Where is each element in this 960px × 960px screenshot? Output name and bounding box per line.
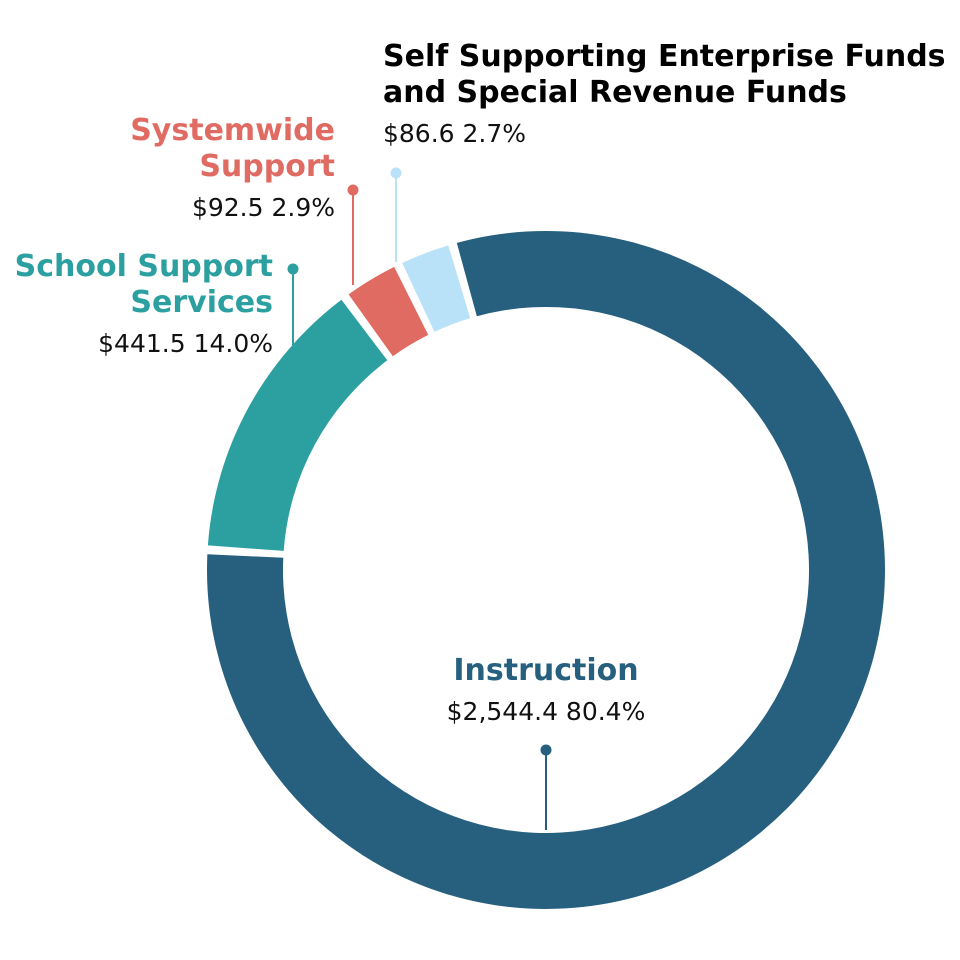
slice-label-1-line-0: School Support (15, 249, 273, 284)
slice-value-0: $2,544.4 80.4% (447, 697, 646, 726)
slice-label-3-line-0: Self Supporting Enterprise Funds (383, 39, 946, 74)
leader-dot-1 (287, 263, 299, 275)
leader-dot-3 (390, 167, 402, 179)
slice-label-2-line-0: Systemwide (130, 113, 335, 148)
slice-labels: Instruction$2,544.4 80.4%School SupportS… (15, 39, 946, 726)
leader-lines (287, 167, 552, 830)
donut-slices (206, 231, 886, 909)
leader-dot-2 (347, 184, 359, 196)
slice-label-3-line-1: and Special Revenue Funds (383, 75, 847, 110)
slice-label-1-line-1: Services (130, 285, 273, 320)
donut-slice-1 (207, 299, 388, 551)
slice-value-2: $92.5 2.9% (192, 193, 335, 222)
slice-value-3: $86.6 2.7% (383, 119, 526, 148)
slice-label-0-line-0: Instruction (453, 653, 638, 688)
slice-value-1: $441.5 14.0% (98, 329, 273, 358)
donut-slice-2 (348, 266, 429, 357)
leader-dot-0 (540, 744, 552, 756)
donut-slice-3 (402, 245, 471, 332)
slice-label-2-line-1: Support (199, 149, 335, 184)
